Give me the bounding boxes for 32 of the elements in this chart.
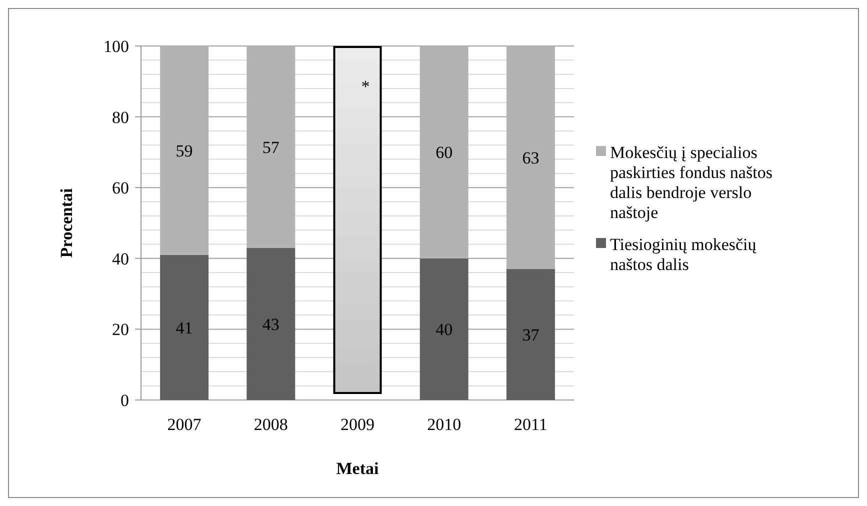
- legend-label: Tiesioginių mokesčių naštos dalis: [610, 235, 757, 274]
- x-tick-label: 2009: [340, 415, 374, 434]
- y-tick-label: 80: [112, 108, 129, 127]
- annotation: *: [361, 77, 370, 96]
- y-tick-label: 0: [120, 391, 129, 410]
- data-label: 63: [522, 148, 540, 168]
- bar: [420, 46, 468, 258]
- x-tick-label: 2011: [514, 415, 548, 434]
- x-tick-label: 2010: [427, 415, 462, 434]
- bar: [506, 269, 555, 400]
- y-tick-label: 20: [112, 320, 129, 340]
- y-axis-title: Procentai: [57, 188, 76, 258]
- legend-label: Mokesčių į specialios paskirties fondus naštos dalis bendroje verslo naštoje: [610, 143, 772, 222]
- data-label: 43: [262, 314, 280, 334]
- bar: [160, 254, 209, 400]
- data-label: 60: [436, 143, 453, 162]
- data-label: 59: [176, 141, 193, 160]
- bar: [246, 46, 296, 248]
- data-label: 41: [176, 318, 193, 338]
- bar: [246, 248, 296, 400]
- data-label: 40: [436, 320, 453, 340]
- x-tick-label: 2007: [167, 415, 202, 434]
- y-tick-label: 40: [112, 249, 129, 268]
- y-tick-label: 100: [104, 37, 129, 56]
- data-label: 57: [262, 138, 280, 157]
- bar: [160, 46, 209, 255]
- x-axis-title: Metai: [336, 459, 380, 478]
- bar: [420, 258, 468, 400]
- data-label: 37: [522, 326, 540, 345]
- bar: [506, 46, 555, 270]
- y-tick-label: 60: [112, 178, 129, 198]
- x-tick-label: 2008: [254, 415, 288, 434]
